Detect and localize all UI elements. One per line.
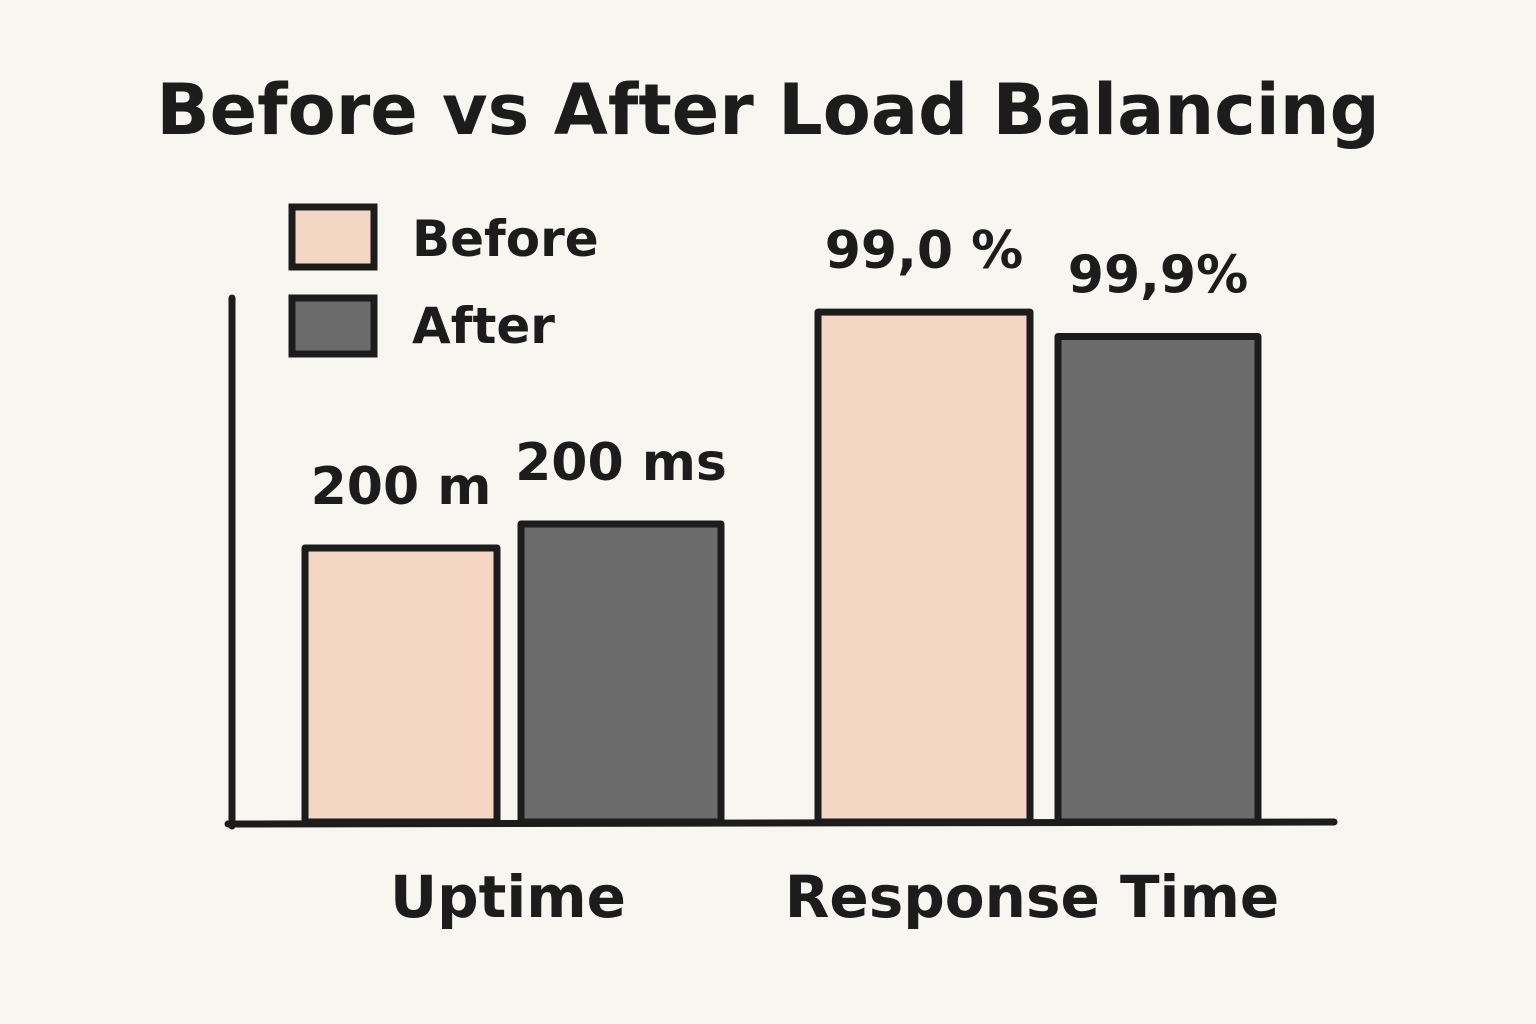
bars-group [301, 308, 1262, 826]
bar-uptime-before [301, 544, 501, 826]
value-label-uptime-before: 200 m [311, 457, 492, 517]
bar-response-before [814, 308, 1034, 826]
chart-title: Before vs After Load Balancing [156, 69, 1379, 151]
legend-swatch-after [288, 294, 378, 358]
legend-label-before: Before [412, 210, 599, 268]
value-label-response-after: 99,9% [1068, 245, 1248, 305]
bar-uptime-after [517, 520, 725, 826]
bar-response-after [1054, 332, 1262, 826]
legend: Before After [288, 203, 599, 358]
category-label-response-time: Response Time [785, 863, 1279, 931]
legend-label-after: After [412, 297, 555, 355]
category-label-uptime: Uptime [390, 863, 626, 931]
value-label-response-before: 99,0 % [825, 221, 1024, 281]
value-label-uptime-after: 200 ms [515, 433, 727, 493]
legend-swatch-before [288, 203, 378, 271]
